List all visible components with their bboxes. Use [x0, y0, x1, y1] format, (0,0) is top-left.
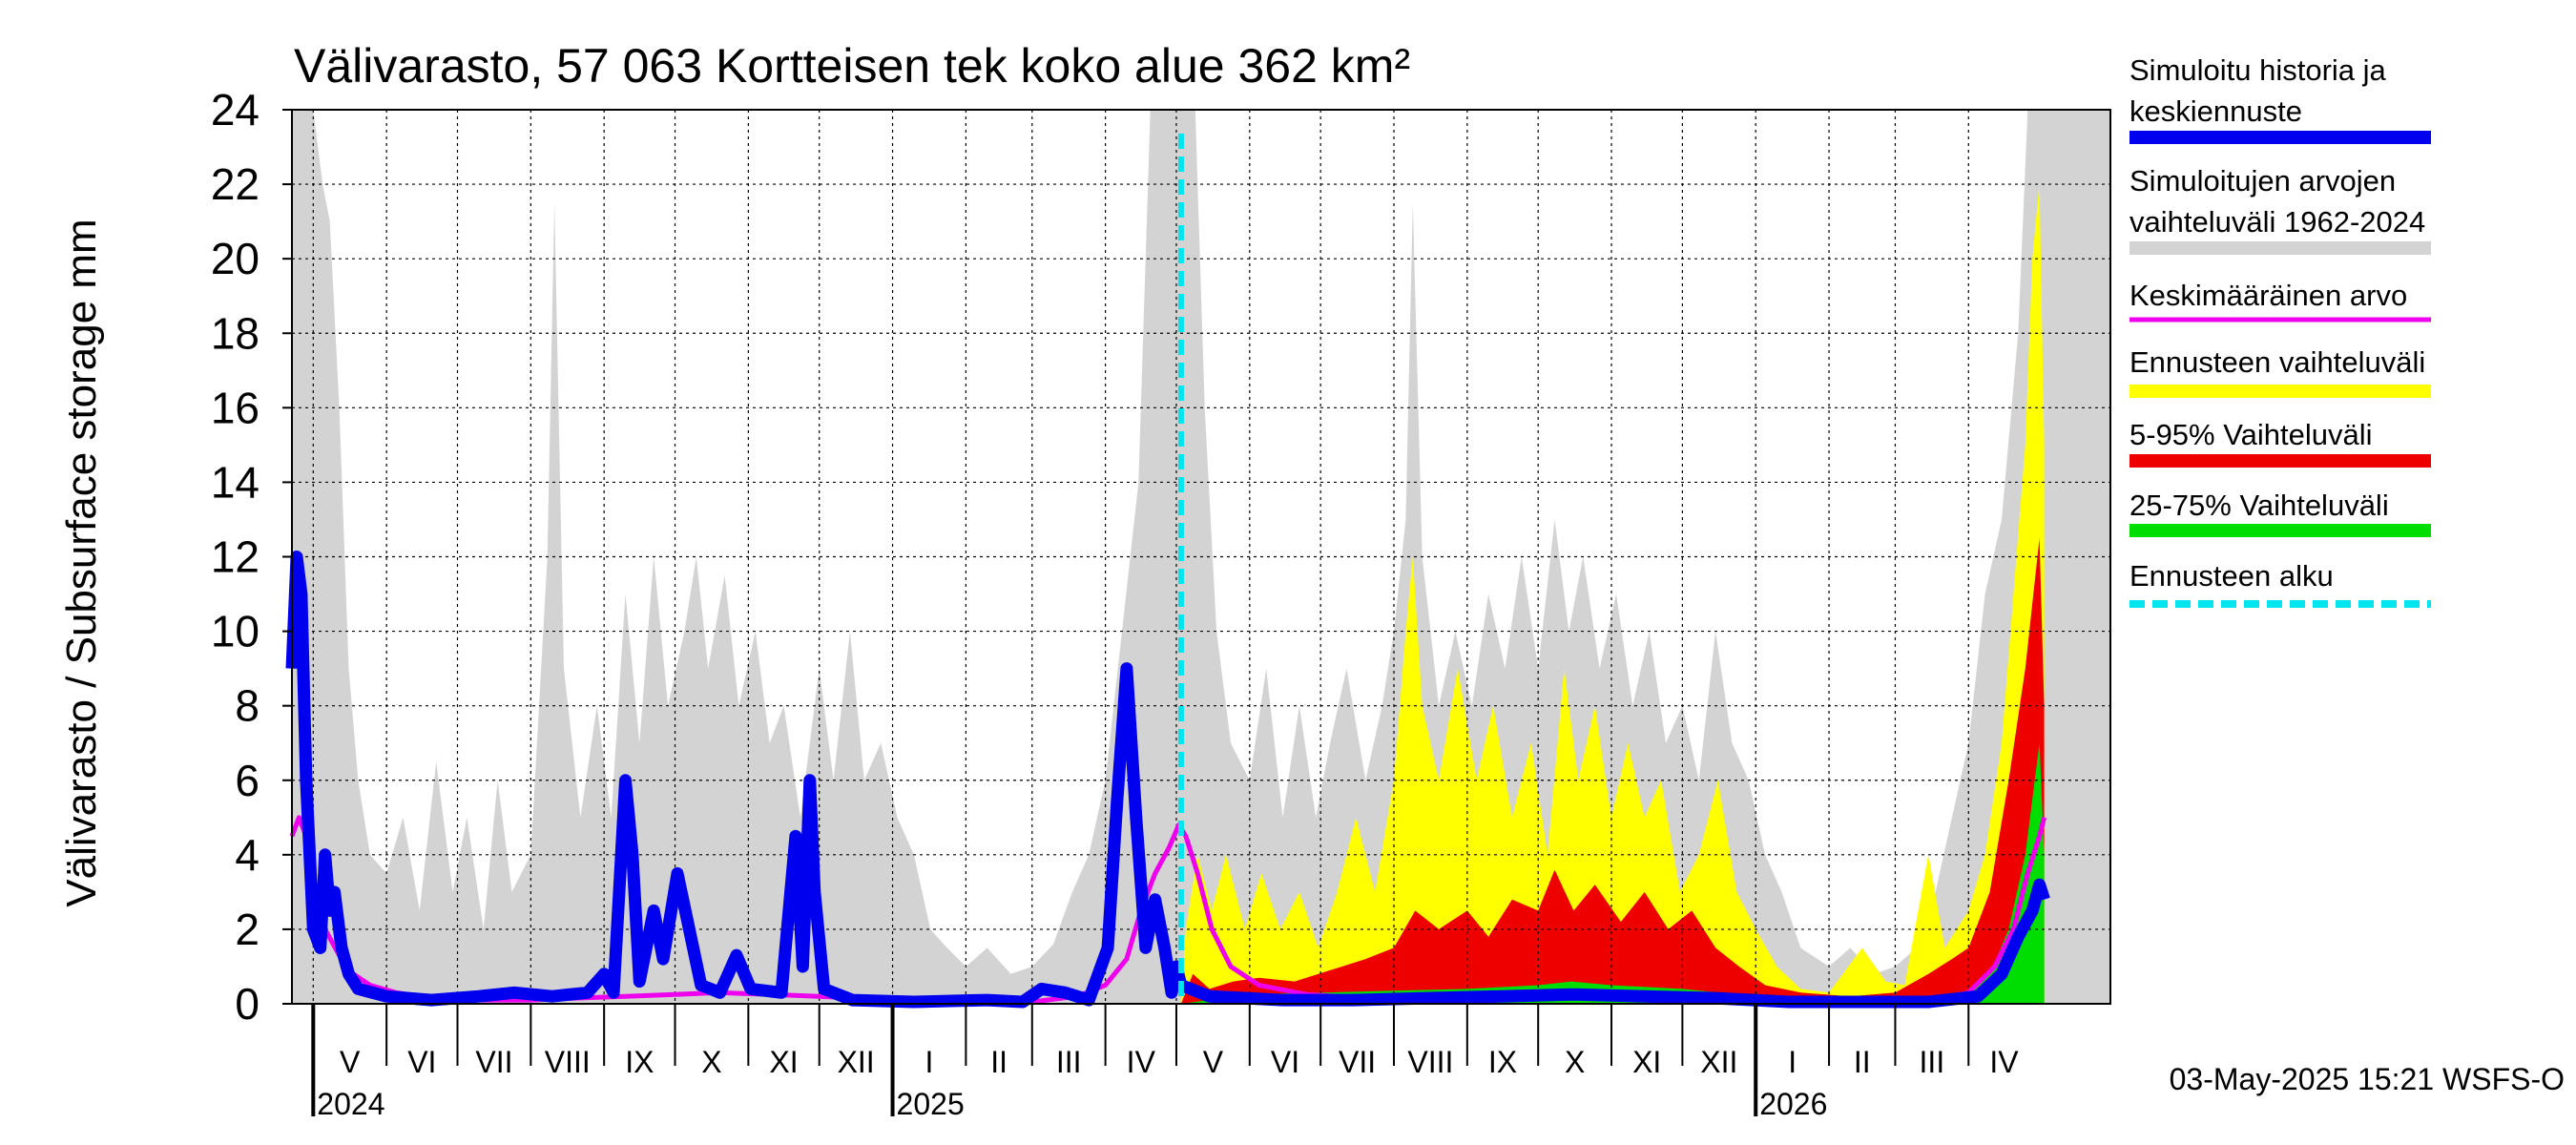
x-month-label: XI: [769, 1045, 798, 1079]
legend-label: Simuloitujen arvojen: [2129, 164, 2396, 198]
x-year-label: 2024: [317, 1087, 384, 1121]
x-month-label: X: [1565, 1045, 1585, 1079]
x-month-label: XII: [838, 1045, 875, 1079]
band-1: [1180, 184, 2045, 1005]
x-month-label: IV: [1989, 1045, 2019, 1079]
x-month-label: V: [340, 1045, 361, 1079]
y-tick-label: 22: [211, 159, 260, 209]
series-line-1: [285, 551, 2050, 1009]
y-tick-label: 12: [211, 532, 260, 582]
y-tick-label: 8: [235, 681, 260, 731]
legend-label: keskiennuste: [2129, 94, 2302, 128]
y-tick-label: 0: [235, 979, 260, 1029]
x-month-label: III: [1920, 1045, 1945, 1079]
legend-label: Ennusteen vaihteluväli: [2129, 345, 2425, 379]
x-month-label: II: [1854, 1045, 1871, 1079]
x-month-label: VII: [475, 1045, 512, 1079]
x-month-label: VI: [407, 1045, 436, 1079]
y-tick-label: 18: [211, 308, 260, 358]
x-month-label: VIII: [545, 1045, 591, 1079]
y-tick-label: 6: [235, 756, 260, 805]
y-tick-label: 10: [211, 607, 260, 656]
legend-label: Simuloitu historia ja: [2129, 53, 2387, 87]
lines-layer: [285, 551, 2050, 1009]
timestamp: 03-May-2025 15:21 WSFS-O: [2170, 1062, 2565, 1096]
x-year-label: 2025: [897, 1087, 965, 1121]
chart-title: Välivarasto, 57 063 Kortteisen tek koko …: [294, 39, 1410, 93]
x-axis: V VI VII VIII IX X XI XII I II III IV V VI VII VIII IX X X…: [292, 1003, 2110, 1121]
legend-label: Keskimääräinen arvo: [2129, 279, 2407, 312]
x-month-label: X: [701, 1045, 721, 1079]
x-year-label: 2026: [1759, 1087, 1827, 1121]
x-month-label: IX: [625, 1045, 654, 1079]
legend-label: Ennusteen alku: [2129, 559, 2334, 593]
x-month-label: XI: [1632, 1045, 1661, 1079]
y-tick-label: 16: [211, 383, 260, 432]
x-month-label: V: [1203, 1045, 1224, 1079]
x-month-label: VII: [1339, 1045, 1376, 1079]
x-month-label: VI: [1271, 1045, 1299, 1079]
y-tick-label: 4: [235, 830, 260, 880]
y-tick-label: 24: [211, 85, 260, 135]
x-month-label: XII: [1700, 1045, 1737, 1079]
x-month-label: IV: [1127, 1045, 1156, 1079]
x-month-label: VIII: [1407, 1045, 1453, 1079]
x-month-label: I: [1788, 1045, 1797, 1079]
legend-label: 5-95% Vaihteluväli: [2129, 418, 2372, 451]
legend-label: vaihteluväli 1962-2024: [2129, 205, 2425, 239]
y-tick-label: 14: [211, 457, 260, 507]
y-axis-label: Välivarasto / Subsurface storage mm: [58, 219, 105, 906]
legend-label: 25-75% Vaihteluväli: [2129, 489, 2389, 522]
y-tick-label: 2: [235, 905, 260, 954]
grid: [292, 110, 2110, 1004]
y-tick-label: 20: [211, 234, 260, 283]
x-month-label: II: [990, 1045, 1008, 1079]
x-month-label: III: [1056, 1045, 1082, 1079]
x-month-label: IX: [1488, 1045, 1517, 1079]
x-month-label: I: [925, 1045, 934, 1079]
band-2: [1180, 538, 2045, 1004]
legend: Simuloitu historia ja keskiennuste Simuloi…: [2129, 53, 2431, 608]
